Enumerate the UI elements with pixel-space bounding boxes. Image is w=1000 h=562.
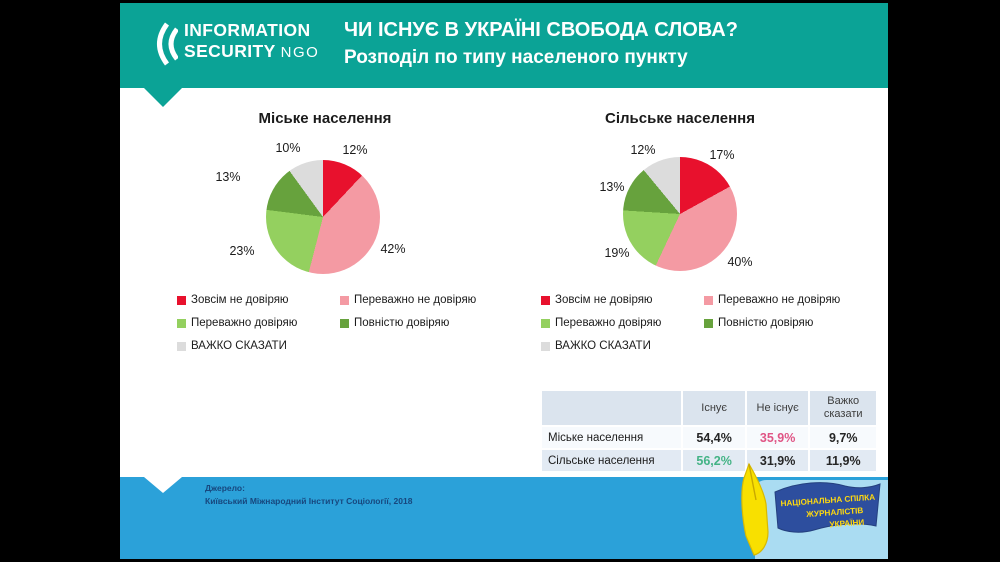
legend-swatch [541, 295, 550, 305]
legend-item: Переважно довіряю [541, 317, 694, 329]
chart-title-rural: Сільське населення [605, 110, 755, 127]
table-value-cell: 35,9% [746, 427, 809, 448]
legend-swatch [340, 318, 349, 328]
legend-label: Переважно довіряю [191, 317, 298, 329]
table-value-cell: 31,9% [746, 450, 809, 471]
table-column-header: Існує [683, 391, 745, 425]
source-note: Джерело: Київський Міжнародний Інститут … [205, 482, 412, 508]
legend-item: ВАЖКО СКАЗАТИ [541, 340, 694, 352]
table-value-cell: 54,4% [683, 427, 745, 448]
information-security-ngo-logo: INFORMATION SECURITY NGO [150, 20, 319, 66]
pie-chart-urban [266, 160, 380, 274]
table-value-cell: 11,9% [810, 450, 876, 471]
table-column-header: Не існує [746, 391, 809, 425]
source-label: Джерело: [205, 483, 245, 493]
slide-title: ЧИ ІСНУЄ В УКРАЇНІ СВОБОДА СЛОВА? [344, 19, 738, 41]
legend-label: ВАЖКО СКАЗАТИ [555, 340, 651, 352]
legend-label: Повністю довіряю [354, 317, 450, 329]
presentation-slide: INFORMATION SECURITY NGO ЧИ ІСНУЄ В УКРА… [120, 3, 888, 559]
legend-item: Повністю довіряю [340, 317, 476, 329]
legend-item: Переважно довіряю [177, 317, 330, 329]
sound-waves-icon [157, 22, 178, 66]
legend-item: Зовсім не довіряю [177, 294, 330, 306]
table-corner-cell [542, 391, 682, 425]
legend-label: Переважно не довіряю [718, 294, 841, 306]
pie-value-label: 19% [604, 246, 630, 260]
table-row-label: Сільське населення [542, 450, 682, 471]
pie-chart-rural [623, 157, 737, 271]
legend-swatch [541, 341, 550, 351]
legend-swatch [177, 295, 186, 305]
slide-subtitle: Розподіл по типу населеного пункту [344, 47, 688, 68]
footer-notch-decoration [144, 477, 182, 493]
legend-label: Зовсім не довіряю [555, 294, 653, 306]
legend-item: Зовсім не довіряю [541, 294, 694, 306]
pie-value-label: 13% [599, 180, 625, 194]
flag-line2: ЖУРНАЛІСТІВ [805, 506, 864, 519]
slide-titles: ЧИ ІСНУЄ В УКРАЇНІ СВОБОДА СЛОВА? Розпод… [344, 16, 738, 71]
legend-label: Зовсім не довіряю [191, 294, 289, 306]
legend-swatch [704, 295, 713, 305]
legend-swatch [177, 341, 186, 351]
brand-ngo-suffix: NGO [280, 44, 320, 61]
legend-item: Повністю довіряю [704, 317, 840, 329]
pie-value-label: 12% [630, 143, 656, 157]
flag-line3: УКРАЇНИ [829, 517, 865, 529]
legend-label: Повністю довіряю [718, 317, 814, 329]
pie-value-label: 10% [275, 141, 301, 155]
slide-body: Міське населення Сільське населення 12% 4… [120, 3, 888, 559]
legend-swatch [704, 318, 713, 328]
flag-icon: НАЦІОНАЛЬНА СПІЛКА ЖУРНАЛІСТІВ УКРАЇНИ [774, 482, 881, 533]
table-row: Міське населення 54,4% 35,9% 9,7% [542, 427, 876, 448]
pie-value-label: 40% [727, 255, 753, 269]
pie-value-label: 23% [229, 244, 255, 258]
legend-label: Переважно довіряю [555, 317, 662, 329]
legend-swatch [340, 295, 349, 305]
legend-item: Переважно не довіряю [704, 294, 840, 306]
legend-label: ВАЖКО СКАЗАТИ [191, 340, 287, 352]
table-row: Сільське населення 56,2% 31,9% 11,9% [542, 450, 876, 471]
slide-header: INFORMATION SECURITY NGO ЧИ ІСНУЄ В УКРА… [120, 3, 888, 88]
results-table: Існує Не існує Важко сказати Міське населе… [540, 389, 878, 473]
legend-urban: Зовсім не довіряю Переважно не довіряю Пер… [177, 294, 476, 352]
table-column-header: Важко сказати [810, 391, 876, 425]
nsju-logo: НАЦІОНАЛЬНА СПІЛКА ЖУРНАЛІСТІВ УКРАЇНИ [733, 456, 888, 559]
table-value-cell: 9,7% [810, 427, 876, 448]
legend-swatch [541, 318, 550, 328]
brand-line2: SECURITY NGO [184, 41, 320, 61]
table-row-label: Міське населення [542, 427, 682, 448]
brand-line1: INFORMATION [184, 20, 311, 40]
pen-icon [741, 462, 769, 556]
pie-value-label: 42% [380, 242, 406, 256]
chart-title-urban: Міське населення [258, 110, 392, 127]
legend-swatch [177, 318, 186, 328]
brand-text: INFORMATION SECURITY NGO [184, 20, 319, 63]
source-text: Київський Міжнародний Інститут Соціологі… [205, 496, 413, 506]
pie-value-label: 12% [342, 143, 368, 157]
legend-item: ВАЖКО СКАЗАТИ [177, 340, 330, 352]
header-arrow-decoration [144, 88, 182, 107]
legend-rural: Зовсім не довіряю Переважно не довіряю Пер… [541, 294, 840, 352]
legend-item: Переважно не довіряю [340, 294, 476, 306]
table-value-cell: 56,2% [683, 450, 745, 471]
pie-value-label: 13% [215, 170, 241, 184]
legend-label: Переважно не довіряю [354, 294, 477, 306]
pie-value-label: 17% [709, 148, 735, 162]
